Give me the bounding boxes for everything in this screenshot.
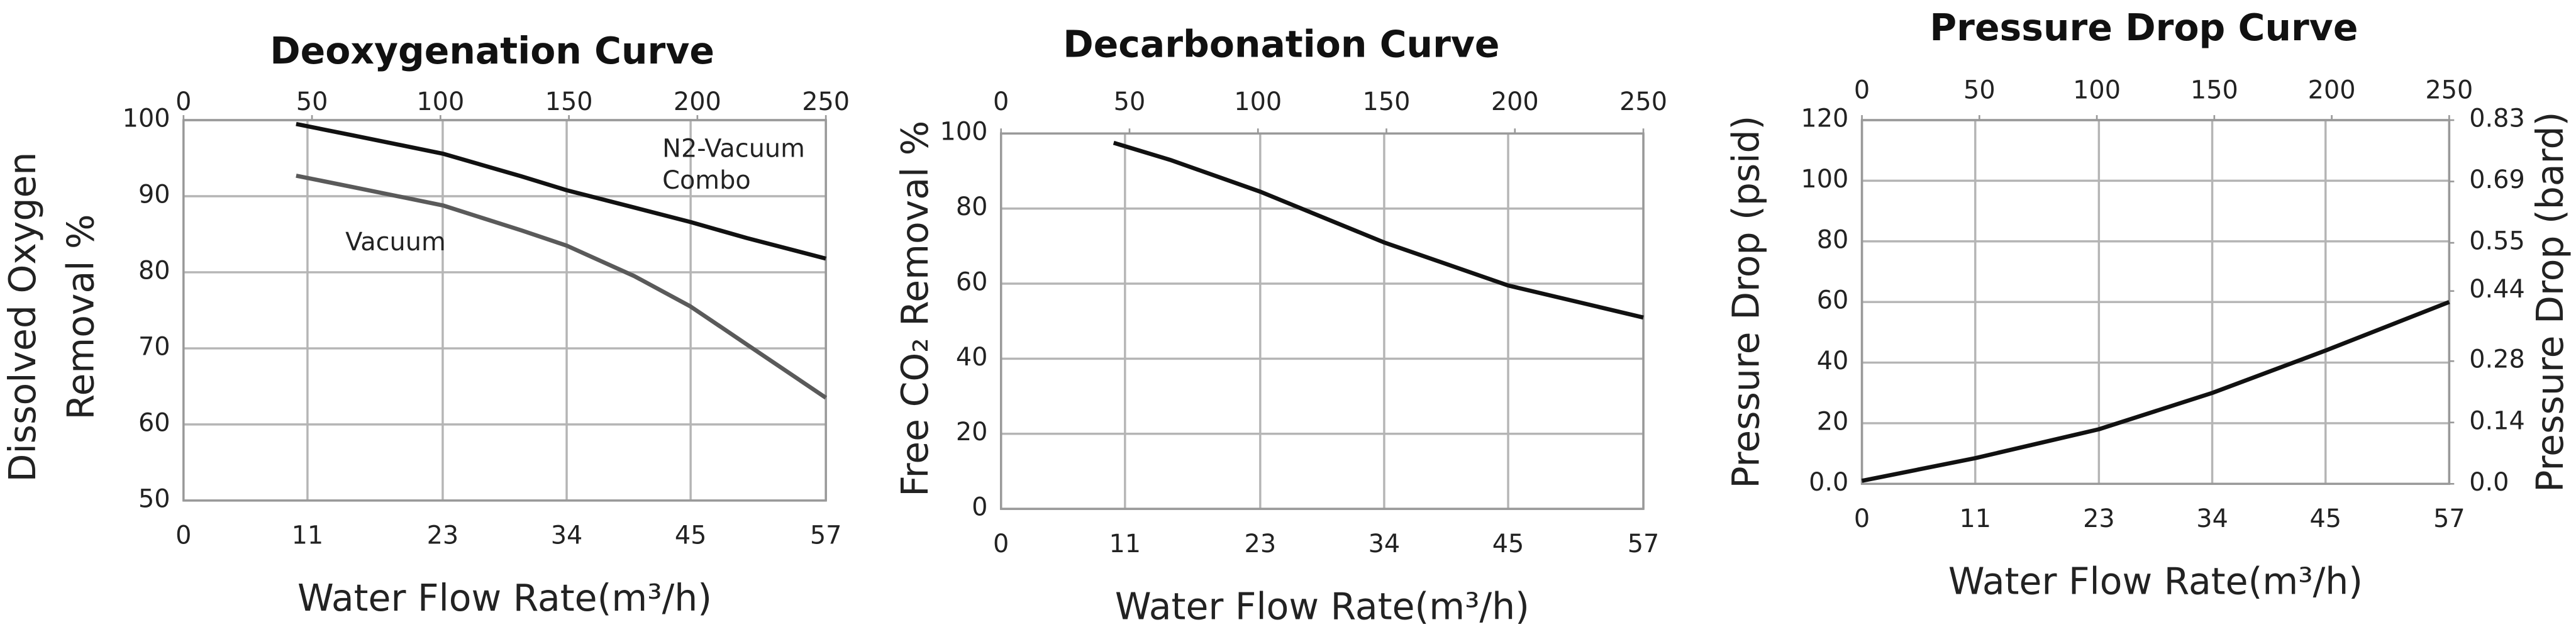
- top-tick-label: 0: [993, 87, 1009, 116]
- y2-tick-label: 0.44: [2469, 275, 2525, 304]
- top-tick-label: 200: [2308, 75, 2356, 104]
- top-tick-label: 0: [1854, 75, 1870, 104]
- y-tick-label: 70: [138, 332, 170, 361]
- x-tick-label: 57: [810, 521, 842, 550]
- top-tick-label: 250: [1619, 87, 1667, 116]
- x-tick-label: 57: [2433, 504, 2465, 533]
- y-axis-label: Dissolved Oxygen: [1, 152, 44, 482]
- y-tick-label: 100: [123, 104, 170, 133]
- y-axis-label: Pressure Drop (psid): [1724, 116, 1767, 489]
- y-tick-label: 60: [138, 408, 170, 437]
- x-tick-label: 34: [1368, 530, 1401, 558]
- x-tick-label: 0: [1854, 504, 1870, 533]
- x-tick-label: 11: [292, 521, 324, 550]
- data-line: [1861, 300, 2450, 483]
- top-tick-label: 50: [1963, 75, 1996, 104]
- series-label-box: N2-Vacuum Combo: [662, 133, 805, 196]
- y-tick-label: 90: [138, 180, 170, 209]
- top-tick-label: 250: [2425, 75, 2473, 104]
- y-tick-label: 50: [138, 484, 170, 513]
- top-tick-label: 100: [416, 87, 464, 116]
- top-tick-label: 250: [802, 87, 850, 116]
- y2-tick-label: 0.69: [2469, 165, 2525, 194]
- y-tick-label: 0: [972, 493, 987, 522]
- y2-tick-label: 0.14: [2469, 406, 2525, 435]
- plot-frame: [182, 119, 827, 502]
- y-tick-label: 80: [956, 192, 988, 221]
- plot-frame: [999, 132, 1645, 510]
- chart-title: Decarbonation Curve: [1063, 23, 1499, 65]
- x-tick-label: 45: [2309, 504, 2341, 533]
- top-tick-label: 200: [1491, 87, 1539, 116]
- chart-title: Pressure Drop Curve: [1929, 6, 2358, 49]
- x-tick-label: 11: [1109, 530, 1141, 558]
- x-tick-label: 34: [2196, 504, 2228, 533]
- x-tick-label: 45: [675, 521, 707, 550]
- x-axis-label: Water Flow Rate(m³/h): [1115, 585, 1530, 628]
- y-tick-label: 80: [1817, 225, 1849, 254]
- top-tick-label: 150: [1363, 87, 1411, 116]
- y-tick-label: 60: [1817, 286, 1849, 315]
- data-line: [1113, 140, 1644, 320]
- y-tick-label: 100: [940, 118, 988, 147]
- top-tick-label: 0: [175, 87, 191, 116]
- x-axis-label: Water Flow Rate(m³/h): [297, 577, 712, 619]
- x-tick-label: 23: [427, 521, 459, 550]
- data-line: [296, 174, 828, 400]
- y2-tick-label: 0.55: [2469, 227, 2525, 256]
- y2-tick-label: 0.0: [2469, 468, 2509, 497]
- top-tick-label: 100: [1234, 87, 1282, 116]
- y-tick-label: 20: [1817, 407, 1849, 436]
- x-tick-label: 23: [2083, 504, 2115, 533]
- series-label: N2-Vacuum Combo: [662, 133, 805, 196]
- y2-tick-label: 0.83: [2469, 104, 2525, 133]
- y2-tick-label: 0.28: [2469, 345, 2525, 374]
- top-tick-label: 50: [1114, 87, 1146, 116]
- chart-title: Deoxygenation Curve: [270, 30, 714, 72]
- top-tick-label: 150: [545, 87, 593, 116]
- x-tick-label: 45: [1492, 530, 1524, 558]
- y-tick-label: 40: [1817, 347, 1849, 375]
- y-tick-label: 60: [956, 267, 988, 296]
- y-tick-label: 80: [138, 256, 170, 285]
- x-axis-label: Water Flow Rate(m³/h): [1948, 560, 2363, 603]
- top-tick-label: 150: [2190, 75, 2238, 104]
- top-tick-label: 200: [674, 87, 721, 116]
- x-tick-label: 0: [175, 521, 191, 550]
- x-tick-label: 0: [993, 530, 1009, 558]
- y-axis-label: Removal %: [60, 214, 103, 420]
- x-tick-label: 57: [1628, 530, 1660, 558]
- top-tick-label: 100: [2073, 75, 2121, 104]
- y-tick-label: 20: [956, 418, 988, 447]
- series-label: Vacuum: [345, 226, 446, 257]
- data-line: [296, 121, 826, 261]
- y2-axis-label: Pressure Drop (bard): [2529, 112, 2572, 492]
- top-tick-label: 50: [296, 87, 328, 116]
- y-tick-label: 100: [1801, 165, 1848, 194]
- y-tick-label: 0.0: [1809, 468, 1848, 497]
- y-axis-label: Free CO₂ Removal %: [894, 121, 936, 497]
- x-tick-label: 23: [1245, 530, 1277, 558]
- x-tick-label: 11: [1959, 504, 1991, 533]
- x-tick-label: 34: [551, 521, 583, 550]
- series-label-box: Vacuum: [345, 226, 446, 257]
- y-tick-label: 120: [1801, 104, 1848, 133]
- y-tick-label: 40: [956, 343, 988, 372]
